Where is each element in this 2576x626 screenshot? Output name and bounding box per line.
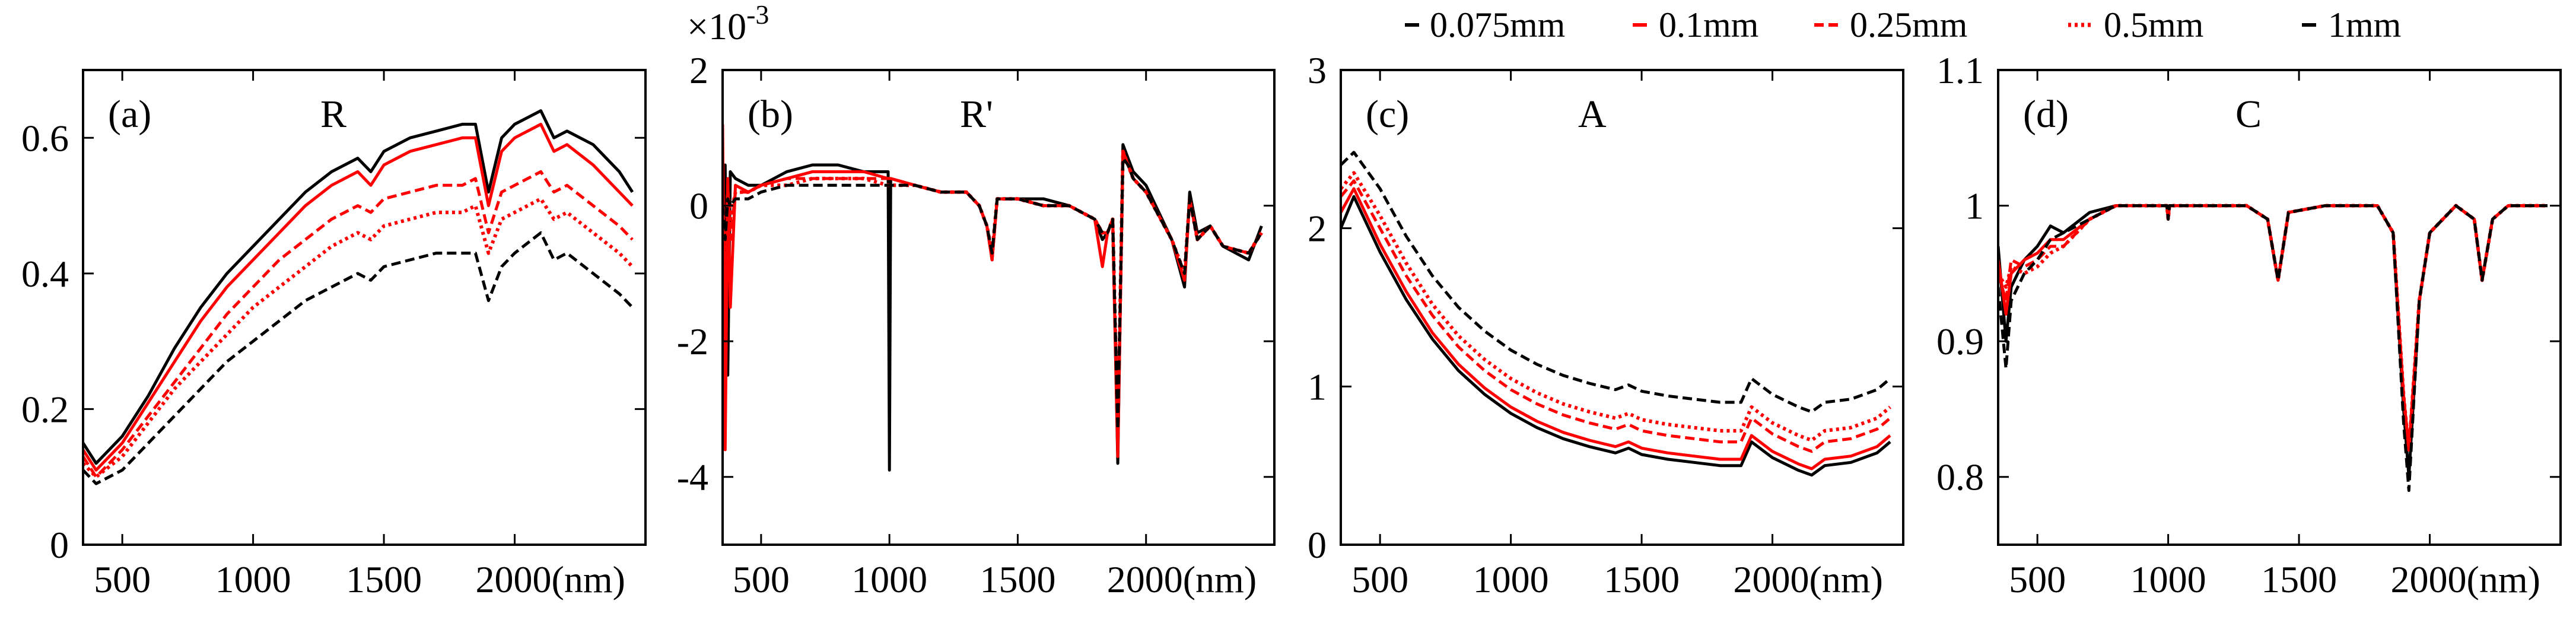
series-line-05mm — [83, 197, 634, 479]
y-tick-label: 0.6 — [21, 117, 69, 159]
legend-label-01mm: 0.1mm — [1659, 5, 1758, 45]
y-tick-label: 3 — [1308, 49, 1327, 91]
series-line-05mm — [1341, 171, 1891, 442]
panel-title: R' — [960, 93, 993, 136]
y-tick-label: 0.9 — [1936, 320, 1984, 363]
x-tick-label: 500 — [2009, 558, 2066, 600]
series-line-01mm — [1341, 187, 1891, 471]
legend-item-05mm: 0.5mm — [2068, 5, 2203, 45]
x-tick-label: 1000 — [1473, 558, 1549, 600]
panel-d-continuum: 500 1000 1500 2000(nm) 0.8 0.9 1 1.1 (d) C — [1936, 49, 2562, 600]
panel-series — [723, 124, 1263, 472]
legend-label-1mm: 1mm — [2328, 5, 2401, 45]
panel-label: (c) — [1366, 93, 1409, 136]
y-tick-label: 1 — [1308, 366, 1327, 408]
panel-b-scale-base: ×10 — [687, 5, 746, 47]
panel-label: (a) — [108, 93, 151, 136]
y-tick-label: 0 — [1308, 524, 1327, 566]
series-line-025mm — [1341, 179, 1891, 453]
x-tick-label: 500 — [1351, 558, 1408, 600]
legend-item-025mm: 0.25mm — [1814, 5, 1967, 45]
panel-b-scale-exponent: -3 — [746, 0, 769, 30]
legend-item-01mm: 0.1mm — [1633, 5, 1758, 45]
legend-label-05mm: 0.5mm — [2104, 5, 2203, 45]
y-tick-label: 0 — [689, 185, 708, 227]
x-tick-label: 1000 — [851, 558, 927, 600]
x-tick-label: 1500 — [346, 558, 422, 600]
series-line-1mm — [1998, 204, 2548, 492]
panel-series — [1998, 204, 2548, 492]
series-line-0075mm — [83, 109, 634, 465]
plot-frame — [721, 69, 1276, 546]
y-tick-label: 2 — [689, 49, 708, 91]
series-line-1mm — [723, 157, 1263, 431]
legend-label-0075mm: 0.075mm — [1430, 5, 1565, 45]
y-tick-label: 1 — [1965, 185, 1984, 227]
y-tick-label: -4 — [677, 456, 708, 498]
y-tick-label: 0.8 — [1936, 456, 1984, 498]
x-tick-label: 1500 — [2261, 558, 2337, 600]
y-tick-label: 0.2 — [21, 388, 69, 430]
panel-b-scale-label: ×10-3 — [687, 0, 769, 47]
panel-series — [1341, 151, 1891, 477]
x-tick-label: 1500 — [1604, 558, 1680, 600]
x-tick-label: 1000 — [215, 558, 291, 600]
panel-series — [83, 109, 634, 485]
legend-item-0075mm: 0.075mm — [1405, 5, 1565, 45]
series-line-1mm — [83, 231, 634, 485]
series-line-01mm — [83, 122, 634, 472]
x-tick-label: 2000(nm) — [2391, 558, 2540, 600]
legend-label-025mm: 0.25mm — [1850, 5, 1967, 45]
y-tick-label: -2 — [677, 320, 708, 363]
series-line-025mm — [1998, 204, 2548, 452]
x-tick-label: 1500 — [979, 558, 1055, 600]
x-tick-label: 1000 — [2130, 558, 2206, 600]
y-tick-label: 2 — [1308, 208, 1327, 250]
plot-frame — [1997, 69, 2562, 546]
legend-item-1mm: 1mm — [2302, 5, 2401, 45]
panel-c-absorbance: 500 1000 1500 2000(nm) 0 1 2 3 (c) A — [1308, 49, 1904, 600]
plot-frame — [1340, 69, 1904, 546]
series-line-1mm — [1341, 151, 1891, 414]
y-tick-label: 0 — [50, 524, 69, 566]
y-tick-label: 0.4 — [21, 253, 69, 295]
series-line-0075mm — [1341, 195, 1891, 477]
x-tick-label: 2000(nm) — [1107, 558, 1257, 600]
panel-label: (b) — [748, 93, 793, 136]
panel-title: A — [1578, 93, 1607, 136]
panel-label: (d) — [2023, 93, 2069, 136]
series-line-025mm — [83, 170, 634, 479]
legend: 0.075mm 0.1mm 0.25mm 0.5mm 1mm — [1405, 5, 2401, 45]
x-tick-label: 500 — [733, 558, 790, 600]
y-tick-label: 1.1 — [1936, 49, 1984, 91]
panel-title: R — [320, 93, 346, 136]
plot-frame — [82, 69, 647, 546]
x-tick-label: 500 — [94, 558, 151, 600]
panel-title: C — [2235, 93, 2262, 136]
x-tick-label: 2000(nm) — [1734, 558, 1883, 600]
panel-a-reflectance: 500 1000 1500 2000(nm) 0 0.2 0.4 0.6 (a) R — [21, 69, 647, 600]
x-tick-label: 2000(nm) — [476, 558, 625, 600]
panel-b-derivative: 500 1000 1500 2000(nm) -4 -2 0 2 (b) R' — [677, 49, 1276, 600]
